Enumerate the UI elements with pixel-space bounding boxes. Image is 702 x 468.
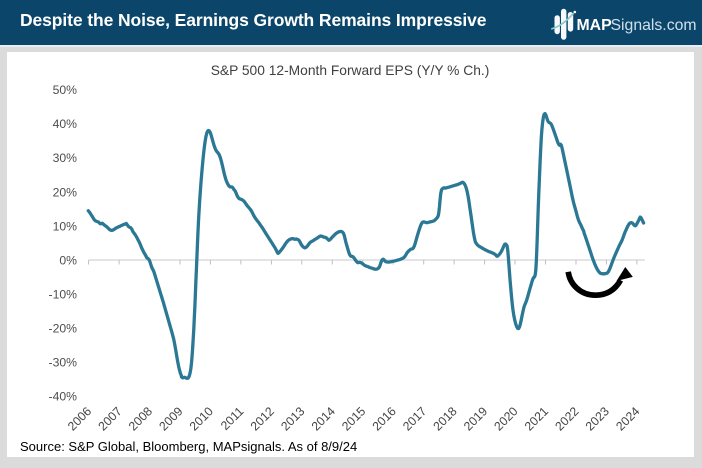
svg-text:MAP: MAP	[577, 17, 612, 34]
svg-text:2008: 2008	[126, 404, 155, 433]
svg-text:2016: 2016	[370, 404, 399, 433]
svg-text:2013: 2013	[278, 404, 307, 433]
svg-text:2010: 2010	[187, 404, 216, 433]
svg-text:S&P 500 12-Month Forward EPS (: S&P 500 12-Month Forward EPS (Y/Y % Ch.)	[211, 63, 490, 78]
svg-text:-20%: -20%	[49, 321, 78, 335]
svg-text:2020: 2020	[491, 404, 520, 433]
svg-text:2018: 2018	[430, 404, 459, 433]
svg-text:10%: 10%	[53, 219, 78, 233]
svg-text:-40%: -40%	[49, 389, 78, 403]
svg-text:2015: 2015	[339, 404, 368, 433]
svg-text:20%: 20%	[53, 185, 78, 199]
svg-text:-10%: -10%	[49, 287, 78, 301]
svg-text:2006: 2006	[65, 404, 94, 433]
svg-text:2017: 2017	[400, 404, 429, 433]
svg-text:30%: 30%	[53, 151, 78, 165]
svg-text:2022: 2022	[552, 404, 581, 433]
svg-text:2019: 2019	[461, 404, 490, 433]
svg-text:50%: 50%	[53, 83, 78, 97]
svg-text:-30%: -30%	[49, 355, 78, 369]
svg-text:2011: 2011	[218, 404, 247, 433]
svg-text:2012: 2012	[248, 404, 277, 433]
svg-text:2014: 2014	[309, 404, 338, 433]
svg-text:Signals.com: Signals.com	[611, 17, 697, 34]
svg-text:0%: 0%	[59, 253, 77, 267]
svg-text:2007: 2007	[95, 404, 124, 433]
svg-text:2023: 2023	[583, 404, 612, 433]
svg-text:40%: 40%	[53, 117, 78, 131]
svg-text:Source: S&P Global, Bloomberg,: Source: S&P Global, Bloomberg, MAPsignal…	[20, 439, 357, 454]
svg-text:2009: 2009	[156, 404, 185, 433]
svg-text:2021: 2021	[522, 404, 551, 433]
svg-text:2024: 2024	[613, 404, 642, 433]
